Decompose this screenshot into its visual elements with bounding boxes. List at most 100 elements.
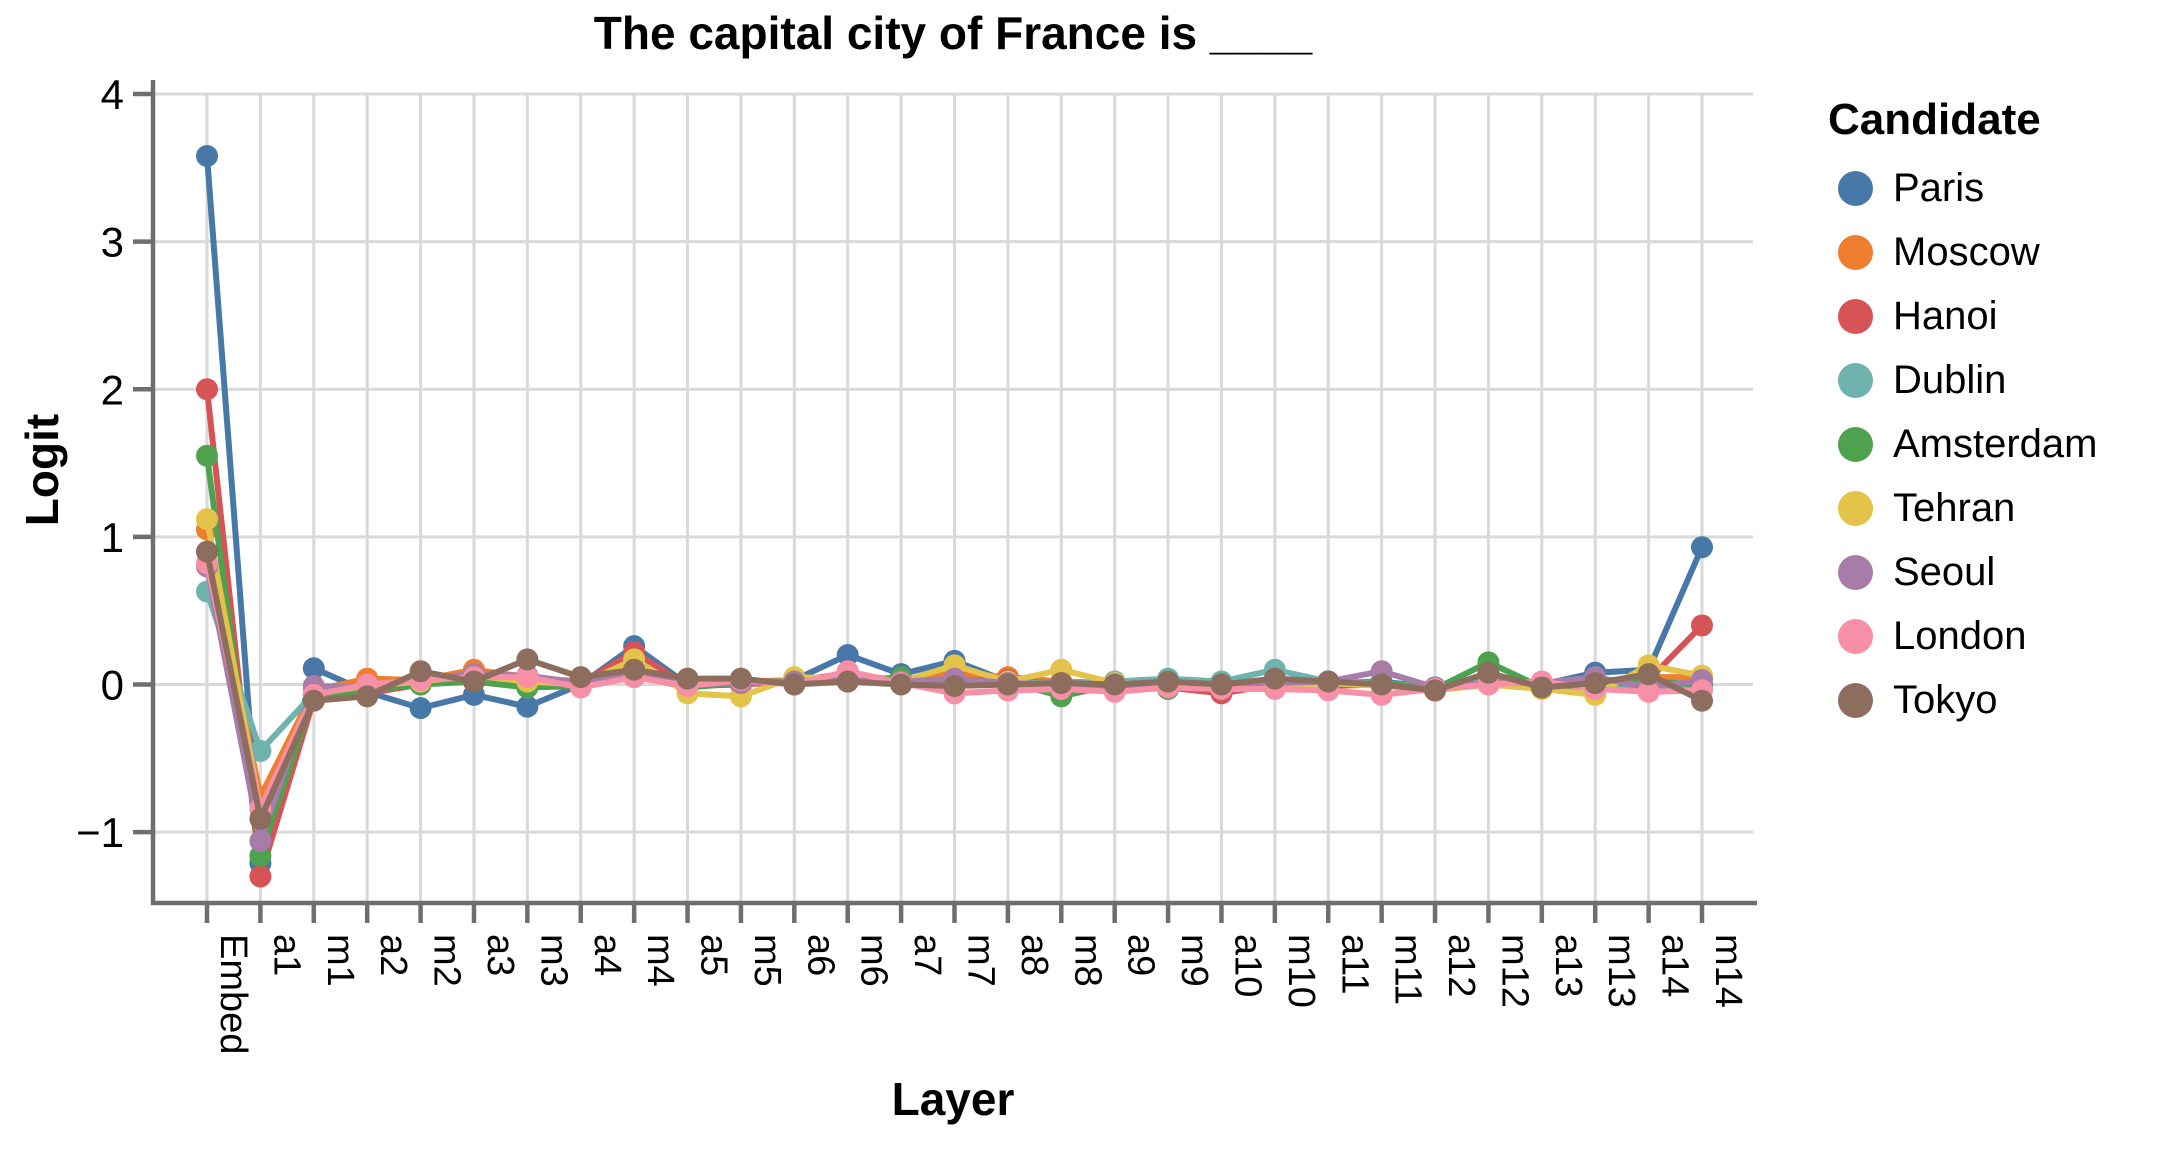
x-tick-label-a5: a5: [693, 934, 735, 976]
y-tick-label-0: 0: [101, 662, 124, 709]
legend-label-dublin: Dublin: [1893, 358, 2007, 402]
data-point-seoul-a1: [249, 829, 272, 852]
data-point-tokyo-a14: [1637, 663, 1660, 686]
x-tick-label-m6: m6: [853, 934, 895, 987]
legend-swatch-tokyo: [1838, 682, 1873, 718]
x-tick-label-m14: m14: [1707, 934, 1749, 1008]
data-point-tokyo-m13: [1584, 672, 1607, 695]
x-tick-label-m2: m2: [426, 934, 468, 987]
data-point-tokyo-m5: [729, 667, 752, 690]
data-point-paris-m6: [836, 643, 859, 666]
x-tick-label-m8: m8: [1066, 934, 1108, 987]
legend-label-tehran: Tehran: [1893, 486, 2016, 530]
legend-swatch-dublin: [1838, 362, 1873, 398]
data-point-hanoi-a1: [249, 865, 272, 888]
y-tick-label-−1: −1: [76, 809, 124, 856]
legend-label-hanoi: Hanoi: [1893, 294, 1998, 338]
x-tick-label-a7: a7: [906, 934, 948, 976]
x-tick-label-a11: a11: [1333, 934, 1375, 995]
data-point-tokyo-m8: [1050, 672, 1073, 695]
x-tick-label-a2: a2: [372, 934, 414, 976]
legend-swatch-moscow: [1838, 234, 1873, 270]
data-point-tokyo-m9: [1157, 670, 1180, 693]
chart-title: The capital city of France is ____: [593, 7, 1313, 59]
data-point-tokyo-a4: [569, 666, 592, 689]
legend-label-moscow: Moscow: [1893, 230, 2040, 274]
legend-item-hanoi: Hanoi: [1828, 284, 2158, 348]
x-tick-label-m12: m12: [1493, 934, 1535, 1008]
data-point-tokyo-a13: [1530, 676, 1553, 699]
legend-item-moscow: Moscow: [1828, 220, 2158, 284]
legend-items: Paris Moscow Hanoi Dublin Amsterdam Tehran Seo…: [1828, 156, 2158, 732]
data-point-tokyo-a12: [1424, 679, 1447, 702]
x-axis-title: Layer: [891, 1073, 1015, 1125]
data-point-tokyo-a11: [1317, 670, 1340, 693]
x-tick-label-m1: m1: [319, 934, 361, 987]
x-tick-label-a1: a1: [265, 934, 307, 976]
x-tick-label-m3: m3: [532, 934, 574, 987]
legend-label-paris: Paris: [1893, 166, 1985, 210]
data-point-tokyo-m6: [836, 670, 859, 693]
legend-label-london: London: [1893, 614, 2027, 658]
legend-item-tokyo: Tokyo: [1828, 668, 2158, 732]
x-tick-label-a14: a14: [1654, 934, 1696, 997]
data-point-tokyo-m11: [1370, 673, 1393, 696]
data-point-tokyo-m12: [1477, 661, 1500, 684]
y-tick-label-2: 2: [101, 366, 124, 413]
data-point-paris-Embed: [196, 145, 218, 168]
y-axis-title: Logit: [16, 413, 68, 527]
data-point-paris-m3: [516, 695, 539, 718]
x-tick-label-a13: a13: [1547, 934, 1589, 997]
data-point-hanoi-m14: [1691, 614, 1713, 637]
x-tick-label-m10: m10: [1280, 934, 1322, 1008]
legend-title: Candidate: [1828, 95, 2041, 144]
data-point-tokyo-m1: [302, 689, 325, 712]
y-tick-label-4: 4: [101, 71, 124, 118]
data-point-tokyo-a10: [1210, 673, 1233, 696]
legend: Candidate Paris Moscow Hanoi Dublin Amsterda…: [1828, 96, 2158, 732]
data-point-amsterdam-Embed: [196, 444, 218, 467]
legend-item-seoul: Seoul: [1828, 540, 2158, 604]
data-point-paris-m2: [409, 697, 432, 720]
data-point-tokyo-a1: [249, 807, 272, 830]
legend-label-tokyo: Tokyo: [1893, 678, 1998, 722]
y-tick-label-1: 1: [101, 514, 124, 561]
legend-swatch-seoul: [1838, 554, 1873, 590]
data-point-tehran-Embed: [196, 508, 218, 531]
x-tick-label-m4: m4: [639, 934, 681, 987]
x-tick-label-a8: a8: [1013, 934, 1055, 976]
data-point-tokyo-a8: [996, 673, 1019, 696]
x-tick-label-a9: a9: [1120, 934, 1162, 976]
x-tick-label-a10: a10: [1226, 934, 1268, 997]
data-point-tokyo-m4: [623, 658, 646, 681]
data-point-tokyo-a5: [676, 667, 699, 690]
data-point-tokyo-m14: [1691, 689, 1713, 712]
x-tick-label-m5: m5: [746, 934, 788, 987]
legend-item-dublin: Dublin: [1828, 348, 2158, 412]
legend-item-paris: Paris: [1828, 156, 2158, 220]
data-point-tokyo-Embed: [196, 540, 218, 563]
x-tick-label-a4: a4: [586, 934, 628, 976]
data-point-tokyo-m10: [1263, 667, 1286, 690]
data-point-tokyo-a6: [783, 673, 806, 696]
data-point-tokyo-a3: [462, 670, 485, 693]
data-point-tokyo-m7: [943, 674, 966, 697]
legend-item-tehran: Tehran: [1828, 476, 2158, 540]
data-point-tokyo-a9: [1103, 673, 1126, 696]
data-point-london-m3: [516, 666, 539, 689]
data-point-tokyo-a2: [356, 685, 379, 708]
y-tick-label-3: 3: [101, 219, 124, 266]
legend-swatch-hanoi: [1838, 298, 1873, 334]
data-point-dublin-a1: [249, 739, 272, 762]
legend-swatch-amsterdam: [1838, 426, 1873, 462]
data-point-tokyo-m2: [409, 660, 432, 683]
data-point-tokyo-m3: [516, 648, 539, 671]
x-tick-label-m9: m9: [1173, 934, 1215, 987]
data-point-tokyo-a7: [890, 673, 913, 696]
legend-label-amsterdam: Amsterdam: [1893, 422, 2098, 466]
data-point-hanoi-Embed: [196, 378, 218, 401]
legend-swatch-tehran: [1838, 490, 1873, 526]
legend-label-seoul: Seoul: [1893, 550, 1996, 594]
